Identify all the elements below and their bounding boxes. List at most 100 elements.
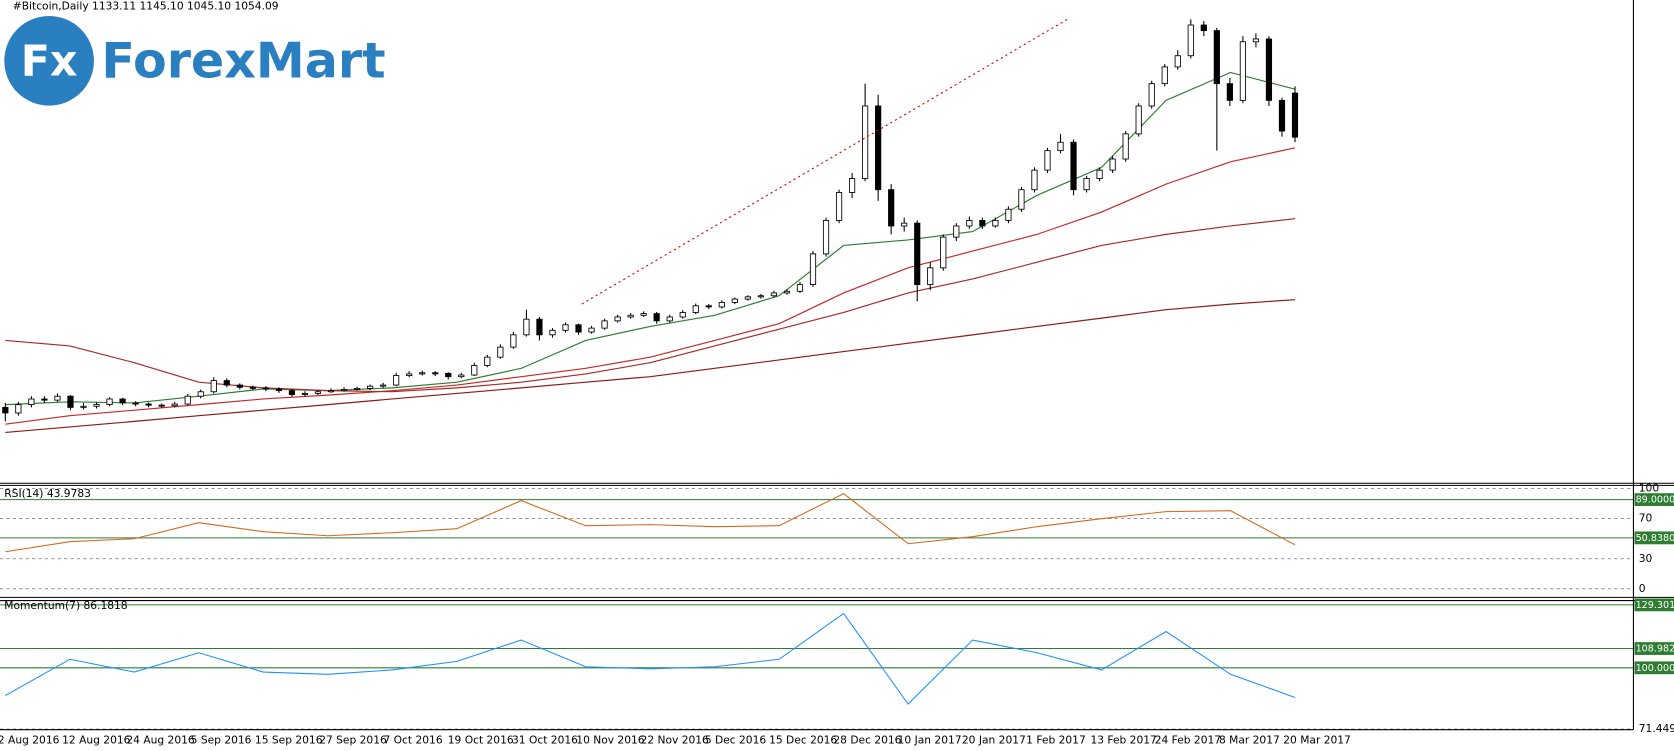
candle-body <box>705 305 712 308</box>
x-tick-label: 10 Jan 2017 <box>898 733 962 746</box>
candle-body <box>1005 208 1012 221</box>
moving-average-line <box>5 218 1296 393</box>
candle-body <box>835 192 843 221</box>
moving-average-line <box>5 299 1296 434</box>
candle-body <box>1083 178 1090 191</box>
candle-body <box>236 384 243 388</box>
candle-body <box>914 222 921 286</box>
x-tick-label: 15 Dec 2016 <box>769 733 837 746</box>
candle-body <box>757 295 764 298</box>
moving-average-line <box>5 71 1296 406</box>
candle-body <box>54 395 61 401</box>
candle-body <box>249 386 256 389</box>
candle-body <box>1226 83 1233 101</box>
candle-body <box>1070 141 1077 191</box>
candle-body <box>210 380 217 393</box>
candle-body <box>901 222 908 227</box>
candle-body <box>15 404 22 414</box>
x-tick-label: 13 Feb 2017 <box>1090 733 1156 746</box>
candle-body <box>679 312 686 318</box>
candle-body <box>445 372 452 378</box>
candle-body <box>640 313 647 316</box>
candle-body <box>223 380 230 386</box>
candle-body <box>1200 24 1207 32</box>
candle-body <box>848 178 856 193</box>
candle-body <box>953 225 960 238</box>
candle-body <box>523 318 530 336</box>
candle-body <box>419 372 426 375</box>
x-tick-label: 20 Mar 2017 <box>1283 733 1351 746</box>
y-tick-label: 100 <box>1639 482 1660 495</box>
level-label: 129.3016 <box>1636 600 1674 611</box>
candle-body <box>692 305 699 313</box>
x-tick-label: 12 Aug 2016 <box>62 733 131 746</box>
candle-body <box>510 334 517 348</box>
candle-body <box>380 384 387 387</box>
candle-body <box>67 395 74 408</box>
candle-body <box>301 392 309 395</box>
candle-body <box>614 316 621 322</box>
candle-body <box>979 219 986 227</box>
x-tick-label: 24 Feb 2017 <box>1155 733 1221 746</box>
candle-body <box>536 318 543 336</box>
chart-header: #Bitcoin,Daily 1133.11 1145.10 1045.10 1… <box>13 0 279 12</box>
candle-body <box>340 389 348 392</box>
candle-body <box>1252 38 1260 43</box>
candle-body <box>875 105 882 191</box>
logo-circle <box>4 16 94 106</box>
candle-body <box>158 404 165 407</box>
x-tick-label: 5 Dec 2016 <box>705 733 767 746</box>
candle-body <box>770 292 778 297</box>
level-label-box <box>1634 598 1674 612</box>
x-tick-label: 15 Sep 2016 <box>255 733 323 746</box>
candle-body <box>627 314 634 318</box>
candle-body <box>1109 158 1116 171</box>
candle-body <box>888 189 895 227</box>
x-tick-label: 8 Mar 2017 <box>1219 733 1280 746</box>
x-tick-label: 10 Nov 2016 <box>576 733 644 746</box>
candle-body <box>406 373 413 376</box>
candle-body <box>575 324 582 333</box>
y-tick-label: 71.4493 <box>1639 722 1674 735</box>
candle-body <box>41 398 48 401</box>
level-label-box <box>1634 661 1674 675</box>
level-label-box <box>1634 493 1674 507</box>
level-label-box <box>1634 531 1674 545</box>
grid-layer <box>0 488 1634 730</box>
candle-body <box>966 219 973 227</box>
candle-body <box>653 313 660 322</box>
candle-body <box>471 365 478 376</box>
level-label-box <box>1634 642 1674 655</box>
candle-body <box>731 298 738 303</box>
candle-body <box>601 320 608 329</box>
candle-body <box>927 267 934 286</box>
candle-body <box>783 290 791 294</box>
momentum-label: Momentum(7) 86.1818 <box>4 599 128 612</box>
level-label: 100.0000 <box>1636 663 1674 674</box>
y-tick-label: 70 <box>1639 512 1653 525</box>
candle-body <box>1031 169 1038 191</box>
candle-body <box>1096 169 1103 179</box>
candle-body <box>588 327 595 333</box>
candle-body <box>1044 150 1051 171</box>
x-tick-label: 27 Sep 2016 <box>319 733 387 746</box>
x-tick-label: 31 Oct 2016 <box>512 733 578 746</box>
level-label: 89.0000 <box>1636 495 1674 506</box>
rsi-line <box>5 492 1296 553</box>
candle-body <box>562 324 569 331</box>
candle-body <box>1018 189 1025 210</box>
candle-body <box>458 374 465 378</box>
candle-body <box>1239 41 1246 101</box>
candle-body <box>1135 105 1142 135</box>
candle-body <box>744 296 751 300</box>
candle-body <box>1057 141 1064 152</box>
candle-body <box>1174 55 1181 68</box>
candle-body <box>940 236 947 269</box>
candle-body <box>1122 133 1129 160</box>
candle-body <box>809 253 817 286</box>
candle-body <box>275 388 282 392</box>
